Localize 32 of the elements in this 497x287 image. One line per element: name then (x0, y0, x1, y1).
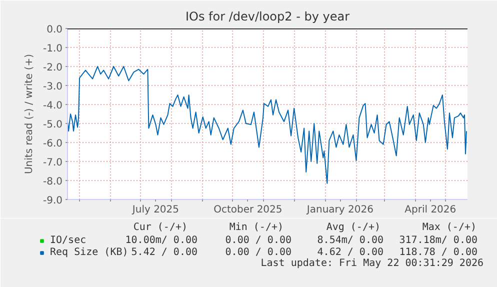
text: 8.54m/ 0.00 (317, 235, 384, 246)
y-tick-label: -6.0 (42, 138, 63, 150)
y-tick-label: -9.0 (42, 196, 63, 206)
legend-label: IO/sec (50, 234, 86, 246)
y-tick-label: -1.0 (42, 44, 63, 54)
text: 10.00m/ 0.00 (125, 235, 198, 246)
chart-title: IOs for /dev/loop2 - by year (185, 10, 350, 24)
text: Min (-/+) (229, 222, 284, 233)
text: Avg (-/+) (326, 222, 381, 233)
text: 0.00 / 0.00 (225, 247, 292, 258)
legend-label: Req Size (KB) (50, 246, 128, 258)
text: Max (-/+) (422, 222, 477, 233)
y-axis-title: Units read (-) / write (+) (24, 54, 35, 174)
text: 4.62 / 0.00 (317, 247, 384, 258)
x-tick-label: October 2025 (214, 204, 282, 216)
text: 5.42 / 0.00 (131, 247, 198, 258)
text: 118.78 / 0.00 (399, 247, 478, 258)
text: 0.00 / 0.00 (225, 235, 292, 246)
y-tick-label: -5.0 (42, 120, 63, 130)
x-tick-label: April 2026 (404, 204, 456, 216)
y-tick-label: -3.0 (42, 82, 63, 92)
x-tick-label: January 2026 (306, 204, 374, 216)
text: Cur (-/+) (133, 222, 188, 233)
text: Last update: Fri May 22 00:31:29 2026 (260, 258, 484, 269)
y-tick-label: -7.0 (42, 158, 63, 168)
y-tick-label: -4.0 (42, 100, 63, 112)
y-tick-label: -2.0 (42, 62, 63, 74)
text: 317.18m/ 0.00 (399, 235, 478, 246)
y-tick-label: 0.0 (46, 24, 63, 36)
line-series (68, 66, 467, 184)
x-tick-label: July 2025 (131, 204, 180, 216)
y-tick-label: -8.0 (42, 176, 63, 188)
